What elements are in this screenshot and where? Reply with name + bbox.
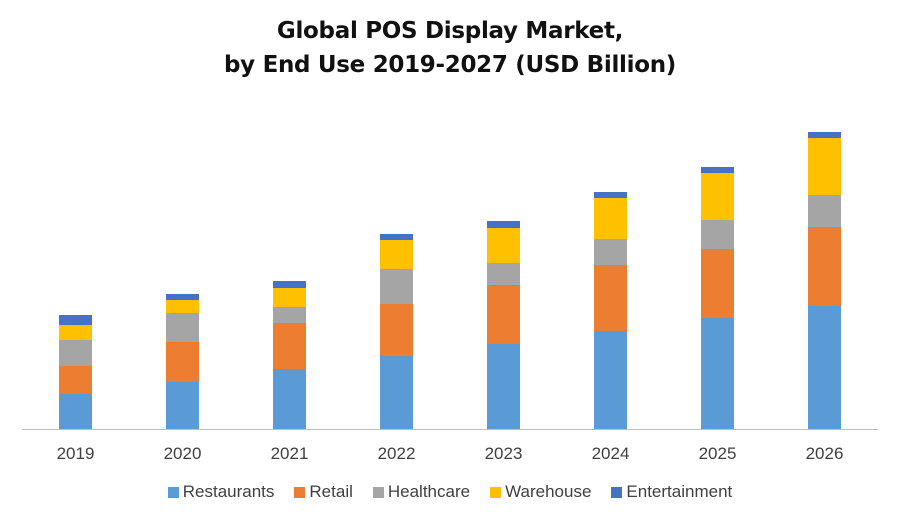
- x-tick-label-2020: 2020: [164, 444, 202, 463]
- x-tick-label-2023: 2023: [485, 444, 523, 463]
- bar-restaurants-2022: [380, 356, 413, 429]
- bar-entertainment-2024: [594, 192, 627, 198]
- bar-healthcare-2020: [166, 313, 199, 342]
- bar-restaurants-2025: [701, 318, 734, 429]
- bar-entertainment-2023: [487, 221, 520, 228]
- x-tick-label-2025: 2025: [699, 444, 737, 463]
- legend-item-healthcare: Healthcare: [372, 482, 471, 502]
- bar-warehouse-2025: [701, 173, 734, 220]
- legend-label: Retail: [309, 482, 353, 501]
- bar-entertainment-2026: [808, 132, 841, 138]
- bar-stack-2020: [166, 294, 199, 429]
- chart-title-line-2: by End Use 2019-2027 (USD Billion): [224, 52, 676, 78]
- bar-warehouse-2023: [487, 228, 520, 263]
- bar-stack-2024: [594, 192, 627, 429]
- bar-healthcare-2021: [273, 307, 306, 323]
- bar-restaurants-2020: [166, 382, 199, 429]
- bar-stack-2023: [487, 221, 520, 429]
- legend-swatch-icon: [611, 486, 623, 498]
- bar-retail-2020: [166, 342, 199, 382]
- x-tick-label-2019: 2019: [57, 444, 95, 463]
- legend-label: Warehouse: [505, 482, 592, 501]
- bar-entertainment-2019: [59, 315, 92, 325]
- x-tick-label-2022: 2022: [378, 444, 416, 463]
- bar-healthcare-2022: [380, 269, 413, 304]
- bar-entertainment-2020: [166, 294, 199, 300]
- x-tick-label-2026: 2026: [806, 444, 844, 463]
- legend-label: Healthcare: [387, 482, 471, 501]
- bar-warehouse-2020: [166, 300, 199, 313]
- bar-stack-2026: [808, 132, 841, 429]
- bar-restaurants-2019: [59, 394, 92, 429]
- bar-restaurants-2026: [808, 306, 841, 429]
- bar-healthcare-2026: [808, 195, 841, 227]
- legend-label: Entertainment: [626, 482, 733, 501]
- bar-retail-2019: [59, 366, 92, 394]
- bar-warehouse-2019: [59, 325, 92, 340]
- bar-retail-2023: [487, 285, 520, 344]
- bar-healthcare-2023: [487, 263, 520, 285]
- bar-entertainment-2022: [380, 234, 413, 240]
- legend-item-entertainment: Entertainment: [611, 482, 732, 502]
- bar-restaurants-2024: [594, 331, 627, 429]
- bar-healthcare-2024: [594, 239, 627, 265]
- bar-restaurants-2021: [273, 369, 306, 429]
- bar-warehouse-2022: [380, 240, 413, 269]
- bar-healthcare-2025: [701, 220, 734, 249]
- legend-item-warehouse: Warehouse: [490, 482, 591, 502]
- bar-warehouse-2024: [594, 198, 627, 239]
- bar-entertainment-2021: [273, 281, 306, 288]
- bar-warehouse-2021: [273, 288, 306, 307]
- legend-swatch-icon: [372, 486, 384, 498]
- legend-swatch-icon: [490, 486, 502, 498]
- x-tick-label-2024: 2024: [592, 444, 630, 463]
- legend-item-retail: Retail: [294, 482, 353, 502]
- bar-stack-2021: [273, 281, 306, 429]
- bar-warehouse-2026: [808, 138, 841, 195]
- bar-retail-2021: [273, 323, 306, 369]
- legend-swatch-icon: [294, 486, 306, 498]
- chart-title-line-1: Global POS Display Market,: [276, 18, 624, 44]
- bar-entertainment-2025: [701, 167, 734, 173]
- bar-retail-2025: [701, 249, 734, 318]
- chart-legend: Restaurants Retail Healthcare Warehouse Ente…: [0, 482, 900, 502]
- bar-stack-2022: [380, 234, 413, 429]
- bar-retail-2026: [808, 227, 841, 306]
- x-tick-label-2021: 2021: [271, 444, 309, 463]
- legend-label: Restaurants: [182, 482, 275, 501]
- legend-item-restaurants: Restaurants: [167, 482, 275, 502]
- bar-retail-2022: [380, 304, 413, 356]
- bar-stack-2019: [59, 315, 92, 429]
- bar-retail-2024: [594, 265, 627, 331]
- bar-stack-2025: [701, 167, 734, 429]
- bar-restaurants-2023: [487, 344, 520, 429]
- bar-healthcare-2019: [59, 340, 92, 366]
- legend-swatch-icon: [167, 486, 179, 498]
- chart-title: Global POS Display Market, by End Use 20…: [0, 14, 900, 82]
